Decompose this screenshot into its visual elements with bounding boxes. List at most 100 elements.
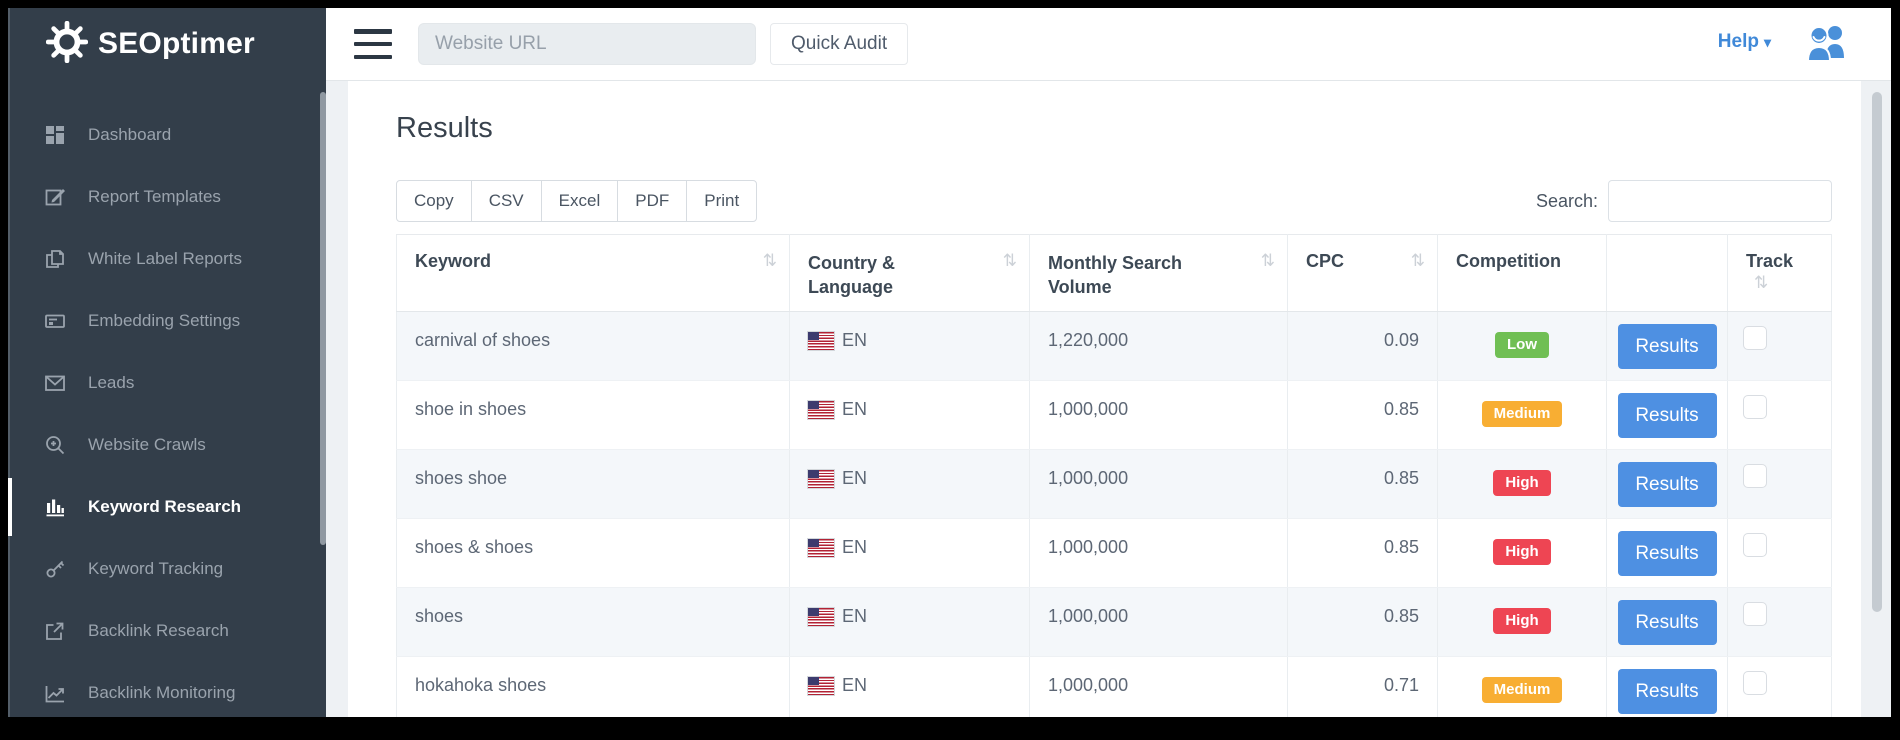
table-toolbar: Copy CSV Excel PDF Print Search: xyxy=(396,180,1832,222)
track-checkbox[interactable] xyxy=(1743,602,1767,626)
sidebar-item-website-crawls[interactable]: Website Crawls xyxy=(8,414,326,476)
sidebar-item-dashboard[interactable]: Dashboard xyxy=(8,104,326,166)
search-plus-icon xyxy=(42,433,68,457)
language-code: EN xyxy=(842,675,868,695)
sidebar-item-backlink-monitoring[interactable]: Backlink Monitoring xyxy=(8,662,326,717)
track-checkbox[interactable] xyxy=(1743,326,1767,350)
action-cell: Results xyxy=(1606,587,1728,657)
volume-cell: 1,000,000 xyxy=(1029,587,1288,657)
country-cell: EN xyxy=(789,518,1030,588)
sidebar-item-keyword-research[interactable]: Keyword Research xyxy=(8,476,326,538)
quick-audit-button[interactable]: Quick Audit xyxy=(770,23,909,65)
sidebar-item-leads[interactable]: Leads xyxy=(8,352,326,414)
sidebar-item-white-label-reports[interactable]: White Label Reports xyxy=(8,228,326,290)
topbar: Quick Audit Help▾ xyxy=(326,8,1891,81)
copy-button[interactable]: Copy xyxy=(396,180,472,222)
pdf-button[interactable]: PDF xyxy=(617,180,688,222)
column-label: Keyword xyxy=(415,251,492,271)
cpc-cell: 0.85 xyxy=(1287,587,1438,657)
sidebar-item-keyword-tracking[interactable]: Keyword Tracking xyxy=(8,538,326,600)
track-checkbox[interactable] xyxy=(1743,533,1767,557)
volume-cell: 1,000,000 xyxy=(1029,380,1288,450)
page-scrollbar[interactable] xyxy=(1872,92,1882,612)
sort-icon[interactable]: ⇅ xyxy=(1260,251,1275,270)
sidebar-item-label: Embedding Settings xyxy=(88,311,241,330)
track-cell xyxy=(1727,311,1832,381)
cpc-cell: 0.09 xyxy=(1287,311,1438,381)
search-box: Search: xyxy=(1536,180,1832,222)
table-row: shoe in shoes EN 1,000,000 0.85 Medium R… xyxy=(396,380,1832,450)
column-header-cpc[interactable]: CPC ⇅ xyxy=(1287,234,1438,312)
search-input[interactable] xyxy=(1608,180,1832,222)
embed-card-icon xyxy=(42,309,68,333)
track-cell xyxy=(1727,380,1832,450)
cpc-cell: 0.85 xyxy=(1287,449,1438,519)
sidebar-item-label: Report Templates xyxy=(88,187,221,206)
envelope-icon xyxy=(42,371,68,395)
results-button[interactable]: Results xyxy=(1617,669,1717,714)
user-account-icon[interactable] xyxy=(1803,24,1849,62)
country-cell: EN xyxy=(789,311,1030,381)
page-title: Results xyxy=(396,112,493,144)
cpc-cell: 0.71 xyxy=(1287,656,1438,717)
language-code: EN xyxy=(842,330,868,350)
results-button[interactable]: Results xyxy=(1617,462,1717,507)
sidebar-item-label: Website Crawls xyxy=(88,435,206,454)
column-header-keyword[interactable]: Keyword ⇅ xyxy=(396,234,790,312)
export-button-group: Copy CSV Excel PDF Print xyxy=(396,180,758,222)
volume-cell: 1,000,000 xyxy=(1029,656,1288,717)
results-button[interactable]: Results xyxy=(1617,393,1717,438)
us-flag-icon xyxy=(807,537,835,558)
track-checkbox[interactable] xyxy=(1743,671,1767,695)
csv-button[interactable]: CSV xyxy=(470,180,542,222)
column-label: CPC xyxy=(1306,251,1345,271)
chevron-down-icon: ▾ xyxy=(1763,34,1771,50)
sort-icon[interactable]: ⇅ xyxy=(1002,251,1017,270)
sidebar-item-label: Dashboard xyxy=(88,125,172,144)
column-header-country-language[interactable]: Country & Language ⇅ xyxy=(789,234,1030,312)
competition-cell: Medium xyxy=(1437,380,1607,450)
sort-icon[interactable]: ⇅ xyxy=(1410,251,1425,270)
column-header-monthly-search-volume[interactable]: Monthly Search Volume ⇅ xyxy=(1029,234,1288,312)
volume-cell: 1,000,000 xyxy=(1029,518,1288,588)
help-label: Help xyxy=(1717,31,1759,52)
keyword-cell: shoes & shoes xyxy=(396,518,790,588)
sidebar-scrollbar[interactable] xyxy=(320,92,326,545)
column-header-track[interactable]: Track ⇅ xyxy=(1727,234,1832,312)
sidebar-item-label: Keyword Research xyxy=(88,497,242,516)
bar-chart-icon xyxy=(42,495,68,519)
action-cell: Results xyxy=(1606,380,1728,450)
sidebar-item-embedding-settings[interactable]: Embedding Settings xyxy=(8,290,326,352)
us-flag-icon xyxy=(807,399,835,420)
language-code: EN xyxy=(842,537,868,557)
sidebar-item-report-templates[interactable]: Report Templates xyxy=(8,166,326,228)
search-label: Search: xyxy=(1535,190,1598,211)
competition-badge: High xyxy=(1493,608,1551,634)
hamburger-menu-icon[interactable] xyxy=(354,29,392,59)
help-dropdown[interactable]: Help ▾ xyxy=(1718,31,1771,53)
website-url-input[interactable] xyxy=(418,23,756,65)
column-label: Monthly Search Volume xyxy=(1048,253,1183,298)
language-code: EN xyxy=(842,399,868,419)
sort-icon[interactable]: ⇅ xyxy=(1754,273,1769,292)
results-button[interactable]: Results xyxy=(1617,531,1717,576)
competition-badge: High xyxy=(1493,470,1551,496)
sidebar-item-backlink-research[interactable]: Backlink Research xyxy=(8,600,326,662)
track-checkbox[interactable] xyxy=(1743,395,1767,419)
sidebar-item-label: Leads xyxy=(88,373,135,392)
column-label: Country & Language xyxy=(808,253,895,298)
track-cell xyxy=(1727,518,1832,588)
brand-logo[interactable]: SEOptimer xyxy=(8,8,326,80)
track-checkbox[interactable] xyxy=(1743,464,1767,488)
results-button[interactable]: Results xyxy=(1617,600,1717,645)
excel-button[interactable]: Excel xyxy=(540,180,619,222)
volume-cell: 1,000,000 xyxy=(1029,449,1288,519)
content-card: Results Copy CSV Excel PDF Print Search: xyxy=(348,81,1861,717)
column-header-competition: Competition xyxy=(1437,234,1607,312)
table-row: carnival of shoes EN 1,220,000 0.09 Low … xyxy=(396,311,1832,381)
print-button[interactable]: Print xyxy=(686,180,758,222)
results-button[interactable]: Results xyxy=(1617,324,1717,369)
pages-copy-icon xyxy=(42,247,68,271)
sort-icon[interactable]: ⇅ xyxy=(762,251,777,270)
table-header-row: Keyword ⇅ Country & Language ⇅ Monthly S… xyxy=(396,234,1832,312)
